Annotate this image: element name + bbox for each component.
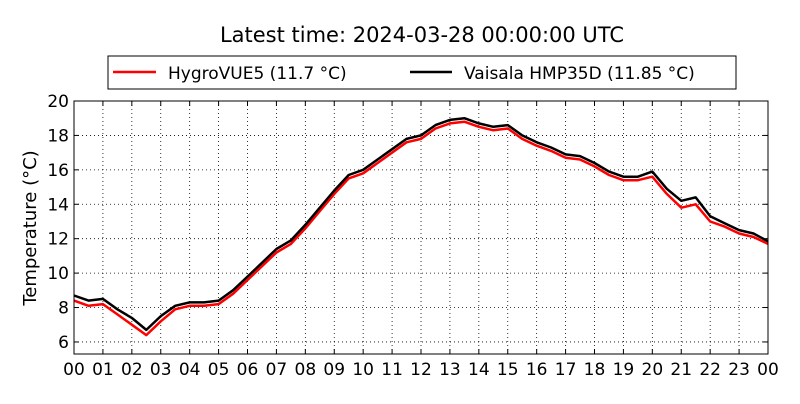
ticks: 00 01 02 03 04 05 06 07 08 09 10 11 12 13 14 15 16 17 18 19…: [47, 92, 778, 380]
y-axis-label: Temperature (°C): [20, 150, 41, 306]
x-tick-label: 19: [613, 360, 635, 380]
y-tick-label: 14: [47, 195, 69, 215]
y-tick-label: 16: [47, 161, 69, 181]
legend: HygroVUE5 (11.7 °C) Vaisala HMP35D (11.8…: [107, 55, 737, 90]
x-tick-label: 00: [757, 360, 779, 380]
plot-frame: [73, 100, 769, 355]
x-tick-label: 01: [92, 360, 114, 380]
legend-label-vaisala: Vaisala HMP35D (11.85 °C): [464, 64, 695, 84]
x-tick-label: 10: [352, 360, 374, 380]
y-tick-label: 6: [58, 333, 69, 353]
series-line-vaisala: [73, 116, 769, 332]
legend-label-hygrovue5: HygroVUE5 (11.7 °C): [168, 64, 347, 84]
x-tick-label: 11: [381, 360, 403, 380]
x-tick-label: 20: [642, 360, 664, 380]
x-tick-label: 08: [295, 360, 317, 380]
series-lines: [73, 116, 769, 337]
chart-title: Latest time: 2024-03-28 00:00:00 UTC: [220, 23, 624, 47]
y-tick-label: 20: [47, 92, 69, 112]
y-tick-label: 12: [47, 230, 69, 250]
x-tick-label: 06: [237, 360, 259, 380]
x-tick-label: 23: [728, 360, 750, 380]
x-tick-label: 16: [526, 360, 548, 380]
x-tick-label: 03: [150, 360, 172, 380]
x-tick-label: 04: [179, 360, 201, 380]
x-tick-label: 12: [410, 360, 432, 380]
y-tick-label: 8: [58, 299, 69, 319]
x-tick-label: 18: [584, 360, 606, 380]
x-tick-label: 00: [63, 360, 85, 380]
x-tick-label: 21: [670, 360, 692, 380]
x-tick-label: 07: [266, 360, 288, 380]
x-tick-label: 09: [323, 360, 345, 380]
y-tick-label: 10: [47, 264, 69, 284]
x-tick-label: 17: [555, 360, 577, 380]
y-tick-label: 18: [47, 126, 69, 146]
x-tick-label: 14: [468, 360, 490, 380]
x-tick-label: 15: [497, 360, 519, 380]
x-tick-label: 22: [699, 360, 721, 380]
x-tick-label: 13: [439, 360, 461, 380]
x-tick-label: 02: [121, 360, 143, 380]
series-line-hygrovue5: [73, 120, 769, 337]
x-tick-label: 05: [208, 360, 230, 380]
